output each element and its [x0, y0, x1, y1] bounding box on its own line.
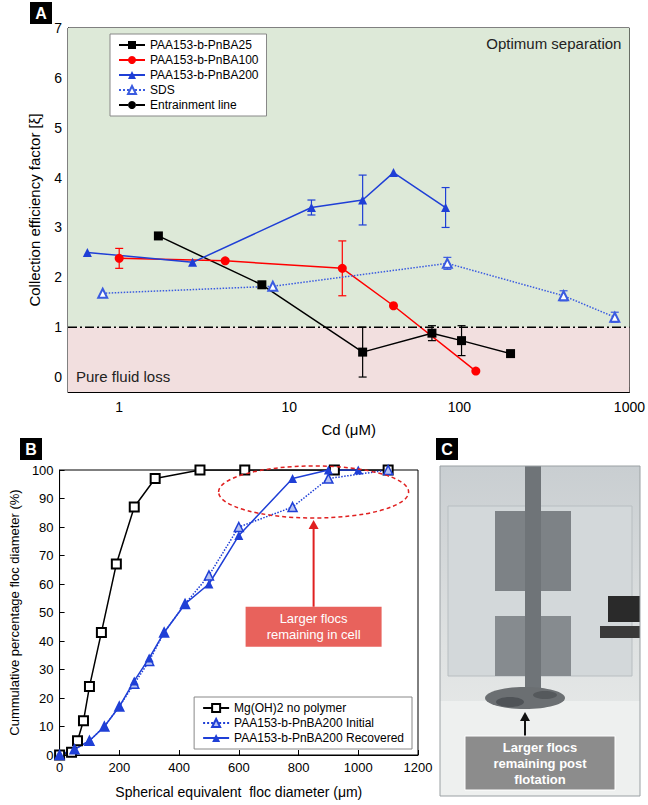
svg-text:70: 70 [39, 548, 53, 563]
svg-text:Entrainment line: Entrainment line [150, 98, 237, 112]
svg-text:PAA153-b-PnBA25: PAA153-b-PnBA25 [150, 38, 252, 52]
svg-text:600: 600 [228, 760, 250, 775]
svg-text:60: 60 [39, 577, 53, 592]
svg-text:10: 10 [281, 399, 297, 415]
svg-text:Cd (μM): Cd (μM) [321, 421, 375, 438]
svg-text:20: 20 [39, 691, 53, 706]
svg-text:B: B [25, 441, 37, 458]
svg-text:3: 3 [54, 219, 62, 235]
svg-text:Optimum separation: Optimum separation [486, 35, 621, 52]
svg-text:1200: 1200 [404, 760, 433, 775]
svg-text:Mg(OH)2 no polymer: Mg(OH)2 no polymer [234, 701, 346, 715]
svg-text:100: 100 [32, 463, 54, 478]
svg-text:7: 7 [54, 20, 62, 36]
svg-text:1000: 1000 [344, 760, 373, 775]
svg-text:0: 0 [56, 760, 63, 775]
svg-text:10: 10 [39, 719, 53, 734]
svg-text:80: 80 [39, 520, 53, 535]
svg-text:800: 800 [288, 760, 310, 775]
svg-text:Collection efficiency factor [: Collection efficiency factor [ξ] [26, 113, 43, 306]
svg-text:5: 5 [54, 120, 62, 136]
svg-text:flotation: flotation [514, 772, 565, 787]
svg-text:2: 2 [54, 269, 62, 285]
svg-text:PAA153-b-PnBA200: PAA153-b-PnBA200 [150, 68, 259, 82]
svg-text:1: 1 [54, 319, 62, 335]
svg-text:400: 400 [168, 760, 190, 775]
svg-text:Spherical equivalent floc dia: Spherical equivalent floc diameter (μm) [115, 784, 362, 800]
svg-text:remaining in cell: remaining in cell [267, 627, 361, 642]
svg-text:50: 50 [39, 605, 53, 620]
svg-text:Larger flocs: Larger flocs [280, 611, 348, 626]
svg-text:Larger flocs: Larger flocs [503, 740, 577, 755]
svg-text:1: 1 [115, 399, 123, 415]
svg-text:40: 40 [39, 634, 53, 649]
svg-text:0: 0 [46, 748, 53, 763]
svg-text:200: 200 [108, 760, 130, 775]
svg-text:Pure fluid loss: Pure fluid loss [76, 368, 170, 385]
svg-text:1000: 1000 [614, 399, 645, 415]
svg-text:4: 4 [54, 170, 62, 186]
svg-text:A: A [35, 5, 47, 22]
svg-text:PAA153-b-PnBA200 Initial: PAA153-b-PnBA200 Initial [234, 716, 374, 730]
svg-text:0: 0 [54, 369, 62, 385]
svg-text:SDS: SDS [150, 83, 175, 97]
svg-text:C: C [441, 441, 453, 458]
svg-text:PAA153-b-PnBA200 Recovered: PAA153-b-PnBA200 Recovered [234, 731, 404, 745]
svg-text:100: 100 [448, 399, 472, 415]
svg-text:Cummulative percentage floc di: Cummulative percentage floc diameter (%) [7, 489, 22, 735]
svg-text:6: 6 [54, 70, 62, 86]
svg-text:90: 90 [39, 491, 53, 506]
svg-text:remaining post: remaining post [493, 756, 587, 771]
svg-text:PAA153-b-PnBA100: PAA153-b-PnBA100 [150, 53, 259, 67]
svg-text:30: 30 [39, 662, 53, 677]
